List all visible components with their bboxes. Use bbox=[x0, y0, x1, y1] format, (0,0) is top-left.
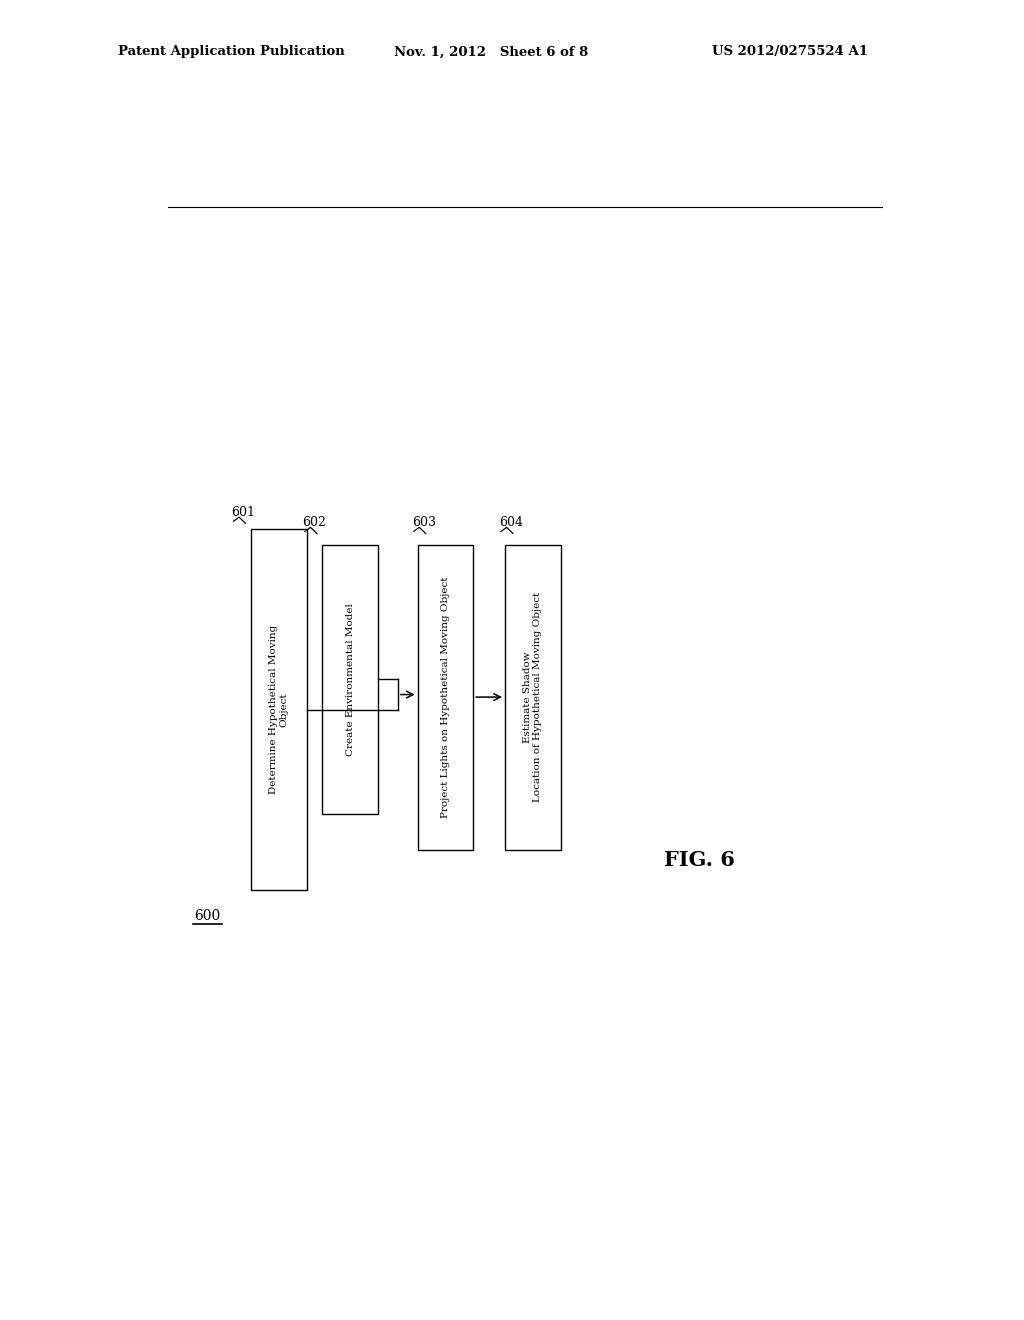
Text: Create Environmental Model: Create Environmental Model bbox=[346, 603, 354, 756]
Bar bbox=[251, 529, 306, 890]
Text: 601: 601 bbox=[231, 507, 255, 519]
Text: Project Lights on Hypothetical Moving Object: Project Lights on Hypothetical Moving Ob… bbox=[441, 577, 450, 818]
Text: FIG. 6: FIG. 6 bbox=[664, 850, 735, 870]
Text: Determine Hypothetical Moving
Object: Determine Hypothetical Moving Object bbox=[269, 626, 289, 795]
Bar bbox=[505, 545, 560, 850]
Text: 602: 602 bbox=[303, 516, 327, 529]
Text: Estimate Shadow
Location of Hypothetical Moving Object: Estimate Shadow Location of Hypothetical… bbox=[523, 591, 543, 803]
Bar bbox=[418, 545, 473, 850]
Text: 603: 603 bbox=[412, 516, 436, 529]
Text: 600: 600 bbox=[195, 908, 220, 923]
Text: US 2012/0275524 A1: US 2012/0275524 A1 bbox=[712, 45, 867, 58]
Text: 604: 604 bbox=[500, 516, 523, 529]
Bar bbox=[323, 545, 378, 814]
Text: Nov. 1, 2012   Sheet 6 of 8: Nov. 1, 2012 Sheet 6 of 8 bbox=[394, 45, 589, 58]
Text: Patent Application Publication: Patent Application Publication bbox=[118, 45, 344, 58]
